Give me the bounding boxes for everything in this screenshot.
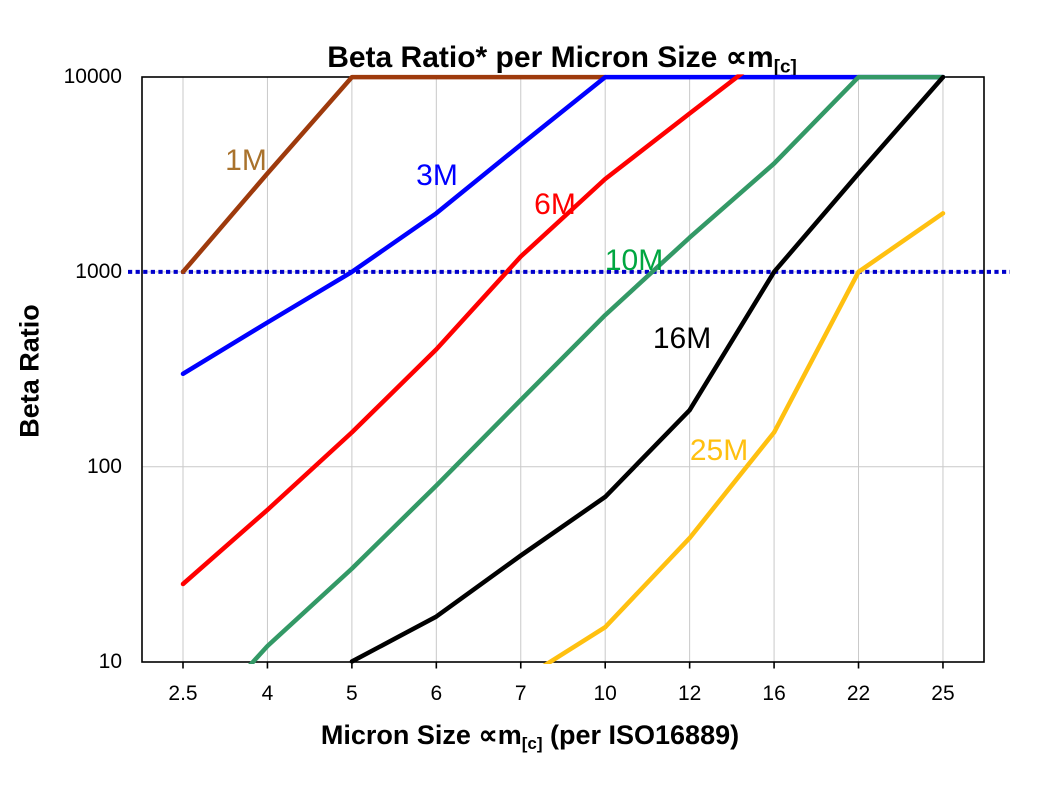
series-label-3m: 3M <box>416 159 458 192</box>
chart-title-text: Beta Ratio* per Micron Size ∝m <box>327 41 774 74</box>
series-label-25m: 25M <box>689 434 749 467</box>
x-tick-label-22: 22 <box>846 682 871 705</box>
series-label-16m: 16M <box>652 322 712 355</box>
plot-border <box>141 76 985 663</box>
series-line-1m <box>180 74 608 275</box>
series-line-25m <box>542 211 946 664</box>
x-tick-label-16: 16 <box>762 682 786 705</box>
x-tick-label-5: 5 <box>346 682 358 705</box>
y-tick-label-1000: 1000 <box>75 259 122 283</box>
x-axis-title-subscript: [c] <box>521 733 543 753</box>
series-line-6m <box>180 74 745 587</box>
x-axis-title: Micron Size ∝m[c] (per ISO16889) <box>321 720 739 754</box>
series-lines <box>180 74 946 664</box>
chart-title: Beta Ratio* per Micron Size ∝m[c] <box>327 40 797 78</box>
x-axis-title-suffix: (per ISO16889) <box>542 720 740 750</box>
x-tick-label-12: 12 <box>677 682 702 705</box>
series-label-10m: 10M <box>604 244 664 277</box>
series-label-6m: 6M <box>534 188 576 221</box>
y-tick-label-10000: 10000 <box>63 65 122 89</box>
series-line-10m <box>248 74 946 664</box>
series-line-3m <box>180 74 946 377</box>
x-tick-label-7: 7 <box>514 682 527 705</box>
x-tick-label-2.5: 2.5 <box>168 682 198 705</box>
series-label-1m: 1M <box>225 144 267 177</box>
y-tick-label-100: 100 <box>86 454 122 478</box>
y-tick-label-10: 10 <box>98 649 122 673</box>
x-tick-label-6: 6 <box>430 682 443 705</box>
chart-title-subscript: [c] <box>773 56 797 78</box>
x-tick-label-10: 10 <box>593 682 617 705</box>
x-tick-label-4: 4 <box>261 682 274 705</box>
x-axis-title-text: Micron Size ∝m <box>320 720 522 750</box>
x-tick-label-25: 25 <box>931 682 955 705</box>
series-line-16m <box>349 74 946 664</box>
